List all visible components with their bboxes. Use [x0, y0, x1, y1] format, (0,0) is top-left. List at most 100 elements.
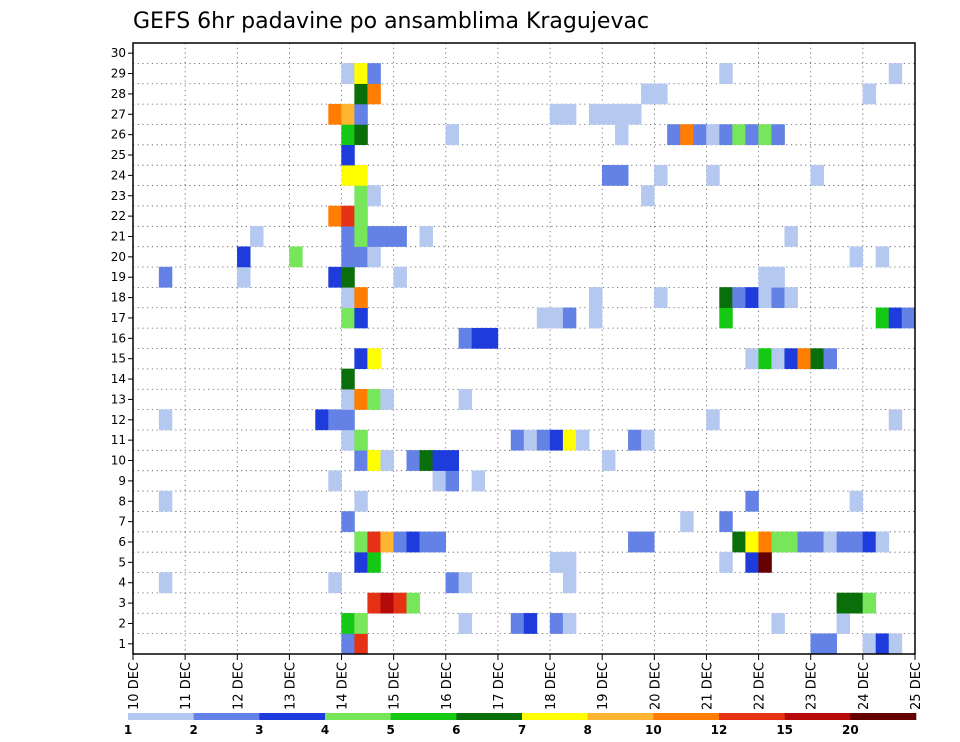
- heatmap-cell: [732, 287, 746, 308]
- heatmap-cell: [888, 307, 903, 329]
- x-tick-label: 18 DEC: [544, 662, 559, 710]
- heatmap-cell: [354, 490, 368, 512]
- heatmap-cell: [562, 613, 577, 634]
- heatmap-cell: [341, 205, 355, 227]
- x-axis-ticks: 10 DEC 11 DEC 12 DEC 13 DEC 14 DEC 15 DEC 16 D…: [127, 654, 924, 710]
- heatmap-cell: [328, 409, 342, 431]
- heatmap-cell: [354, 389, 368, 410]
- heatmap-cell: [810, 165, 824, 186]
- heatmap-cell: [406, 450, 420, 471]
- y-tick-label: 16: [111, 331, 126, 345]
- heatmap-cell: [393, 266, 407, 288]
- heatmap-cell: [862, 83, 877, 105]
- y-tick-label: 6: [118, 535, 126, 549]
- heatmap-cell: [562, 307, 577, 329]
- heatmap-cell: [575, 429, 590, 451]
- colorbar-swatch: [193, 713, 260, 720]
- heatmap-cell: [862, 531, 877, 553]
- heatmap-cell: [432, 450, 446, 471]
- heatmap-cell: [523, 429, 538, 451]
- heatmap-cell: [602, 450, 616, 471]
- heatmap-cell: [341, 633, 355, 655]
- heatmap-cell: [654, 165, 668, 186]
- x-tick-label: 14 DEC: [336, 662, 351, 710]
- heatmap-cell: [406, 531, 420, 553]
- heatmap-cell: [445, 450, 460, 471]
- plot-frame: [132, 42, 916, 655]
- heatmap-cell: [732, 124, 746, 146]
- x-tick-label: 19 DEC: [596, 662, 611, 710]
- colorbar-swatch: [128, 713, 194, 720]
- y-tick-label: 23: [111, 189, 126, 203]
- heatmap-cell: [354, 531, 368, 553]
- y-tick-label: 1: [118, 637, 126, 651]
- heatmap-cell: [745, 124, 759, 146]
- heatmap-cell: [771, 348, 785, 370]
- heatmap-cell: [341, 389, 355, 410]
- y-tick-label: 24: [111, 168, 126, 182]
- heatmap-cell: [367, 83, 381, 105]
- heatmap-cell: [328, 205, 342, 227]
- heatmap-cell: [836, 613, 851, 634]
- heatmap-cell: [341, 429, 355, 451]
- heatmap-cell: [341, 368, 355, 390]
- heatmap-cell: [875, 633, 890, 655]
- colorbar-label: 8: [583, 723, 591, 737]
- heatmap-cell: [393, 226, 407, 247]
- heatmap-cell: [693, 124, 707, 146]
- colorbar-label: 7: [518, 723, 526, 737]
- heatmap-cell: [341, 165, 355, 186]
- heatmap-cell: [823, 531, 837, 553]
- colorbar-swatch: [325, 713, 391, 720]
- heatmap-cell: [602, 103, 616, 125]
- colorbar-label: 20: [842, 723, 859, 737]
- x-tick-label: 16 DEC: [440, 662, 455, 710]
- colorbar-label: 10: [645, 723, 662, 737]
- heatmap-cell: [758, 531, 772, 553]
- heatmap-cell: [549, 307, 564, 329]
- heatmap-cell: [654, 83, 668, 105]
- heatmap-cell: [628, 429, 642, 451]
- heatmap-cell: [615, 165, 629, 186]
- heatmap-cell: [810, 531, 824, 553]
- heatmap-cell: [328, 103, 342, 125]
- heatmap-cell: [719, 307, 733, 329]
- heatmap-cell: [289, 246, 303, 268]
- heatmap-cell: [341, 511, 355, 532]
- heatmap-cell: [419, 531, 433, 553]
- heatmap-cell: [758, 287, 772, 308]
- heatmap-cell: [562, 429, 577, 451]
- heatmap-cell: [354, 165, 368, 186]
- y-tick-label: 17: [111, 311, 126, 325]
- y-axis-ticks: 1234567891011121314151617181920212223242…: [111, 46, 133, 651]
- y-tick-label: 7: [118, 515, 126, 529]
- heatmap-cell: [706, 409, 720, 431]
- y-tick-label: 8: [118, 494, 126, 508]
- heatmap-cell: [732, 531, 746, 553]
- heatmap-cell: [341, 103, 355, 125]
- heatmap-cell: [654, 287, 668, 308]
- heatmap-cell: [367, 63, 381, 84]
- heatmap-cell: [367, 246, 381, 268]
- colorbar-label: 15: [776, 723, 793, 737]
- heatmap-cell: [158, 266, 173, 288]
- heatmap-cell: [367, 551, 381, 573]
- colorbar-swatch: [259, 713, 326, 720]
- heatmap-cell: [380, 450, 394, 471]
- heatmap-cell: [745, 531, 759, 553]
- heatmap-cell: [549, 551, 564, 573]
- y-tick-label: 27: [111, 107, 126, 121]
- heatmap-cell: [810, 348, 824, 370]
- heatmap-cell: [784, 226, 798, 247]
- colorbar-swatch: [390, 713, 457, 720]
- heatmap-cell: [706, 124, 720, 146]
- x-tick-label: 23 DEC: [805, 662, 820, 710]
- heatmap-cell: [562, 551, 577, 573]
- heatmap-cell: [836, 592, 851, 614]
- heatmap-cell: [354, 613, 368, 634]
- heatmap-cell: [784, 287, 798, 308]
- y-tick-label: 14: [111, 372, 126, 386]
- heatmap-cell: [367, 450, 381, 471]
- heatmap-cell: [354, 63, 368, 84]
- heatmap-cell: [771, 287, 785, 308]
